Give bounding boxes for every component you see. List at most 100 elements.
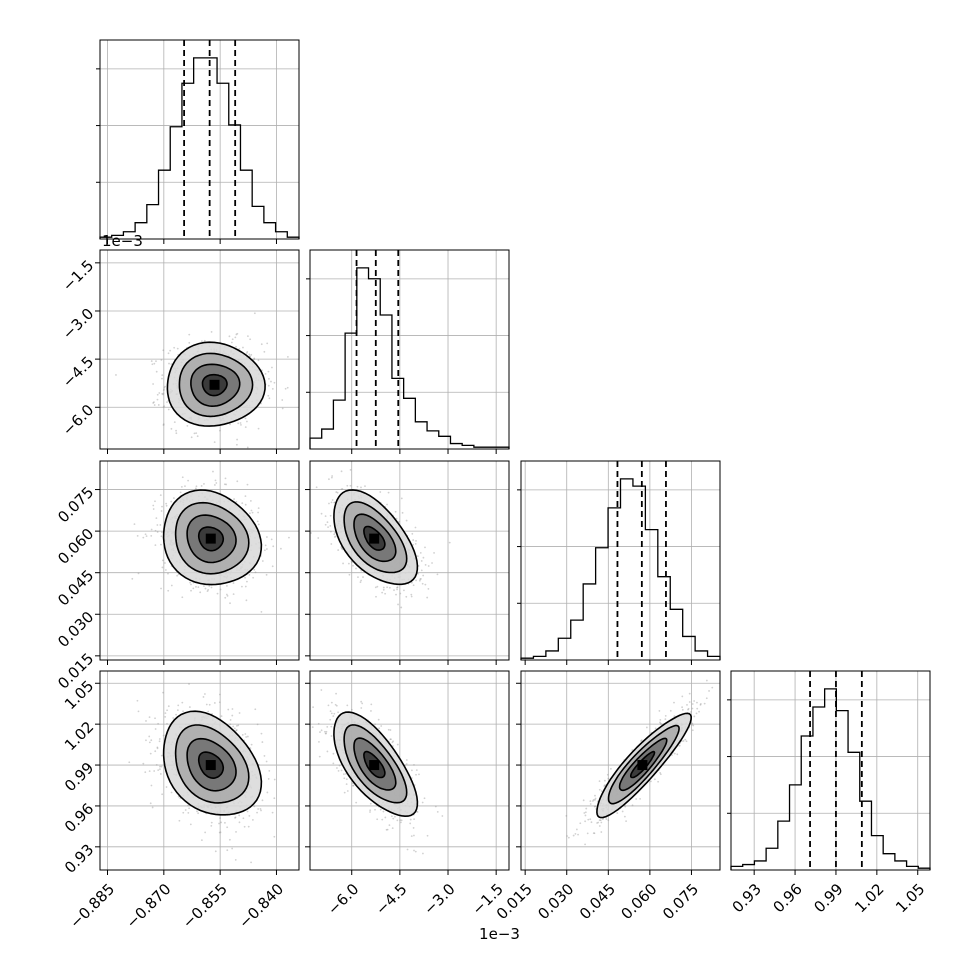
scatter-point xyxy=(331,475,334,477)
contour-line xyxy=(363,525,386,551)
contour-line xyxy=(166,341,266,427)
scatter-point xyxy=(384,816,387,819)
scatter-point xyxy=(236,438,239,441)
scatter-point xyxy=(400,606,403,609)
scatter-point xyxy=(403,589,405,592)
scatter-point xyxy=(361,702,364,705)
scatter-point xyxy=(208,585,211,587)
scatter-point xyxy=(379,808,382,811)
panel-frame xyxy=(309,670,510,871)
scatter-point xyxy=(398,520,401,523)
scatter-point xyxy=(151,806,154,809)
scatter-point xyxy=(160,359,163,361)
scatter-point xyxy=(164,712,167,715)
scatter-point xyxy=(394,815,396,818)
scatter-point xyxy=(249,338,252,341)
mode-marker xyxy=(369,533,380,544)
scatter-point xyxy=(247,825,250,828)
scatter-point xyxy=(391,741,394,744)
scatter-point xyxy=(201,340,203,343)
scatter-point xyxy=(190,436,193,439)
scatter-point xyxy=(219,831,222,834)
scatter-point xyxy=(165,504,168,507)
scatter-point xyxy=(320,512,323,515)
scatter-point xyxy=(244,576,246,579)
scatter-point xyxy=(164,569,167,571)
scatter-point xyxy=(236,332,239,335)
scatter-point xyxy=(330,712,333,715)
scatter-point xyxy=(266,791,269,794)
scatter-point xyxy=(203,585,205,587)
scatter-point xyxy=(245,352,248,354)
scatter-point xyxy=(603,779,606,782)
scatter-point xyxy=(251,819,254,821)
scatter-point xyxy=(268,769,271,772)
scatter-point xyxy=(416,811,419,813)
scatter-point xyxy=(225,483,228,486)
scatter-point xyxy=(312,706,314,709)
scatter-point xyxy=(359,581,362,584)
scatter-point xyxy=(244,585,247,588)
scatter-point xyxy=(188,807,190,810)
scatter-point xyxy=(181,596,184,599)
scatter-point xyxy=(166,709,169,712)
scatter-point xyxy=(148,770,151,773)
scatter-point xyxy=(271,366,273,369)
scatter-point xyxy=(159,773,162,775)
scatter-point xyxy=(391,827,394,829)
scatter-point xyxy=(178,819,181,822)
scatter-point xyxy=(330,501,333,504)
scatter-point xyxy=(249,500,252,502)
scatter-point xyxy=(327,526,329,529)
scatter-point xyxy=(152,504,155,507)
scatter-point xyxy=(186,424,189,427)
scatter-point xyxy=(360,486,362,489)
scatter-point xyxy=(659,722,662,725)
scatter-point xyxy=(161,559,164,562)
scatter-point xyxy=(330,725,333,728)
scatter-point xyxy=(360,700,363,703)
scatter-point xyxy=(389,729,392,731)
scatter-point xyxy=(238,821,241,824)
mode-marker xyxy=(205,533,216,544)
scatter-point xyxy=(352,784,355,787)
scatter-point xyxy=(369,811,371,813)
contour-line xyxy=(174,501,250,575)
scatter-point xyxy=(310,532,312,534)
scatter-point xyxy=(229,719,232,721)
scatter-point xyxy=(234,858,237,861)
scatter-point xyxy=(204,831,207,834)
scatter-point xyxy=(234,817,236,819)
scatter-point xyxy=(219,588,222,591)
scatter-point xyxy=(213,484,216,486)
scatter-point xyxy=(162,389,165,392)
x-tick-label: −3.0 xyxy=(420,880,458,918)
scatter-point xyxy=(257,359,260,362)
scatter-point xyxy=(319,731,321,733)
x-tick-label: −0.870 xyxy=(123,880,175,932)
scatter-point xyxy=(332,762,335,765)
scatter-point xyxy=(395,517,398,520)
contour-line xyxy=(343,501,408,574)
scatter-point xyxy=(195,487,197,490)
scatter-point xyxy=(329,514,332,517)
scatter-point xyxy=(128,761,131,764)
scatter-point xyxy=(234,816,237,819)
scatter-point xyxy=(346,790,349,792)
scatter-point xyxy=(336,491,339,494)
scatter-point xyxy=(170,427,173,430)
scatter-point xyxy=(342,562,344,565)
scatter-point xyxy=(249,512,251,515)
scatter-point xyxy=(350,708,353,711)
scatter-point xyxy=(145,535,148,538)
scatter-point xyxy=(159,524,162,526)
scatter-point xyxy=(286,386,289,389)
contour-line xyxy=(174,724,250,804)
scatter-point xyxy=(182,811,185,814)
scatter-point xyxy=(412,539,415,541)
scatter-point xyxy=(387,728,390,731)
scatter-point xyxy=(187,804,189,807)
scatter-point xyxy=(155,370,158,373)
scatter-point xyxy=(220,821,223,824)
scatter-point xyxy=(203,339,206,342)
